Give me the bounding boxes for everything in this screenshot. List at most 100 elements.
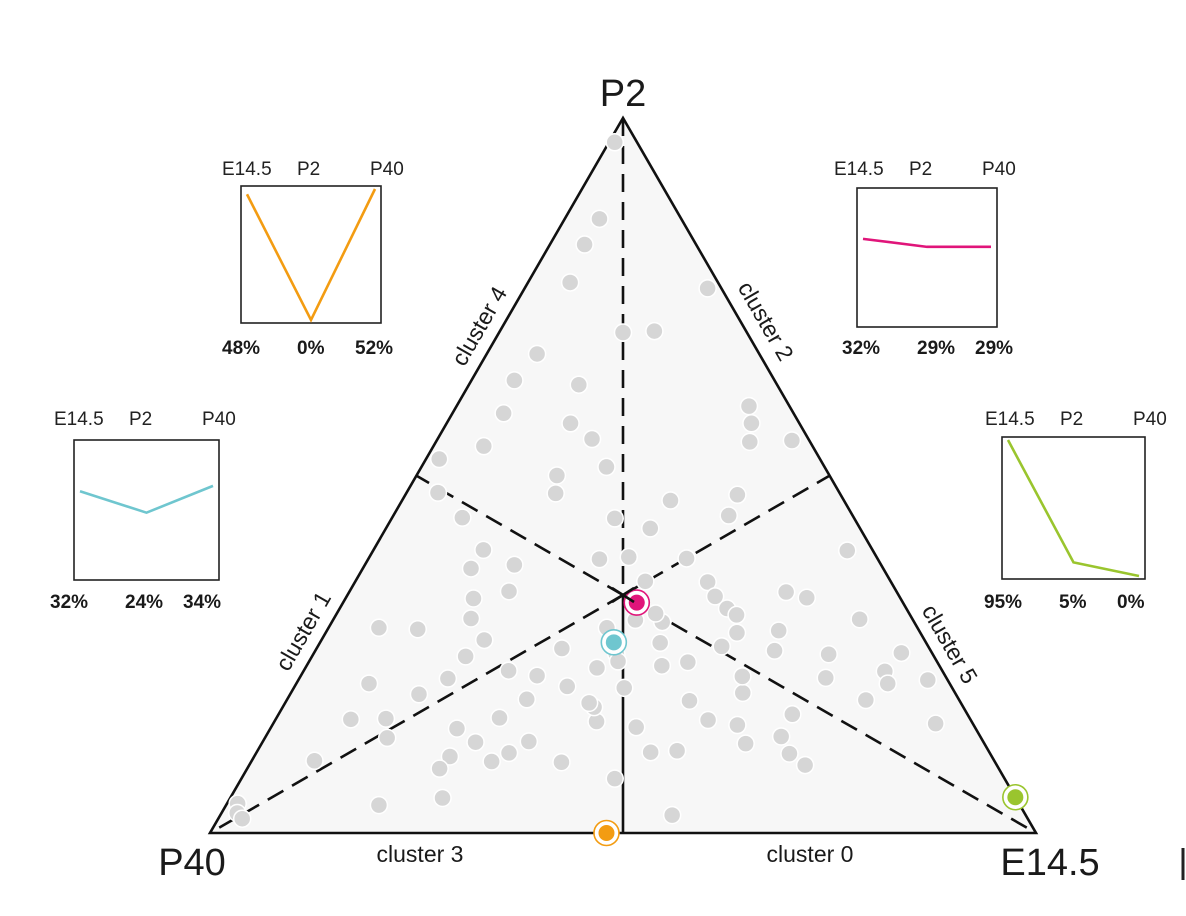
gene-point — [590, 209, 609, 229]
gene-point — [232, 809, 252, 828]
gene-point — [645, 321, 664, 341]
gene-point — [305, 751, 324, 771]
gene-point — [736, 734, 755, 753]
vertex-label-right: E14.5 — [1000, 842, 1099, 884]
gene-point — [474, 630, 494, 650]
gene-point — [782, 431, 802, 450]
gene-point — [816, 668, 836, 688]
cluster-label-0: cluster 0 — [767, 841, 854, 867]
gene-point — [850, 609, 869, 629]
gene-point — [680, 691, 699, 710]
gene-point — [376, 709, 396, 728]
gene-point — [461, 609, 481, 628]
inset-frame — [856, 187, 998, 328]
inset-value-label: 24% — [125, 592, 163, 613]
highlight-point — [600, 629, 628, 656]
gene-point — [739, 396, 759, 416]
inset-value-label: 0% — [297, 338, 325, 359]
gene-point — [838, 541, 857, 560]
inset-line — [1006, 439, 1140, 578]
inset-header-label: P40 — [982, 159, 1016, 180]
gene-point — [783, 705, 802, 724]
gene-point — [892, 643, 911, 663]
gene-point — [619, 547, 639, 567]
inset-header-label: P2 — [297, 159, 320, 180]
gene-point — [499, 661, 518, 680]
gene-point — [712, 637, 731, 656]
gene-point — [650, 633, 670, 653]
gene-point — [546, 484, 565, 503]
inset-header-label: P2 — [129, 409, 152, 430]
gene-point — [856, 690, 876, 710]
gene-point — [438, 669, 458, 688]
inset-value-label: 48% — [222, 338, 260, 359]
gene-point — [466, 732, 485, 752]
gene-point — [547, 466, 567, 485]
gene-point — [552, 752, 571, 772]
inset-orange: E14.5 P2 P40 48% 0% 52% — [222, 159, 404, 359]
gene-point — [705, 587, 725, 606]
gene-point — [728, 715, 747, 735]
gene-point — [377, 728, 397, 748]
gene-point — [433, 788, 452, 808]
gene-point — [560, 273, 580, 292]
gene-point — [661, 491, 680, 510]
inset-header-label: E14.5 — [985, 409, 1035, 430]
gene-point — [409, 685, 429, 704]
inset-value-label: 52% — [355, 338, 393, 359]
inset-value-label: 5% — [1059, 592, 1087, 613]
gene-point — [662, 805, 682, 825]
gene-point — [561, 414, 580, 433]
cluster-label-3: cluster 3 — [377, 841, 464, 867]
inset-line — [79, 484, 214, 515]
gene-point — [641, 742, 660, 762]
gene-point — [557, 677, 577, 696]
gene-point — [579, 693, 599, 713]
gene-point — [698, 572, 717, 592]
gene-point — [613, 323, 633, 342]
highlight-point — [593, 819, 620, 847]
gene-point — [678, 652, 698, 672]
gene-point — [527, 344, 547, 364]
boundary-upper-left — [416, 474, 624, 597]
gene-point — [590, 549, 609, 569]
gene-point — [499, 582, 519, 601]
gene-point — [429, 449, 449, 469]
inset-cyan: E14.5 P2 P40 32% 24% 34% — [50, 409, 236, 613]
highlighted-points — [593, 589, 1029, 847]
inset-header-label: P40 — [370, 159, 404, 180]
gene-point — [499, 743, 519, 763]
gene-point — [780, 744, 799, 763]
gene-point — [727, 605, 746, 625]
gene-point — [667, 741, 687, 761]
boundary-lower-left — [209, 593, 624, 835]
gene-point — [727, 623, 747, 643]
inset-green: E14.5 P2 P40 95% 5% 0% — [984, 409, 1167, 613]
gene-point — [597, 457, 616, 477]
inset-header-label: P40 — [202, 409, 236, 430]
gene-point — [482, 752, 501, 771]
inset-line — [245, 188, 377, 323]
gene-point — [728, 485, 747, 505]
gene-point — [646, 604, 665, 623]
gene-point — [605, 769, 624, 788]
inset-header-label: E14.5 — [222, 159, 272, 180]
inset-magenta: E14.5 P2 P40 32% 29% 29% — [834, 159, 1016, 359]
gene-point — [527, 666, 547, 685]
gene-point — [582, 429, 602, 449]
gene-point — [719, 506, 738, 525]
vertex-label-top: P2 — [600, 73, 646, 115]
inset-header-label: E14.5 — [834, 159, 884, 180]
inset-line — [862, 237, 991, 249]
gene-point — [494, 404, 513, 423]
inset-frame — [240, 185, 382, 324]
gene-point — [795, 755, 815, 775]
inset-frame — [1001, 436, 1146, 580]
gene-point — [769, 621, 788, 640]
gene-point — [369, 795, 389, 815]
inset-header-label: P2 — [1060, 409, 1083, 430]
gene-point — [605, 133, 624, 152]
gene-point — [505, 555, 524, 575]
gene-point — [733, 683, 753, 703]
inset-value-label: 32% — [50, 592, 88, 613]
